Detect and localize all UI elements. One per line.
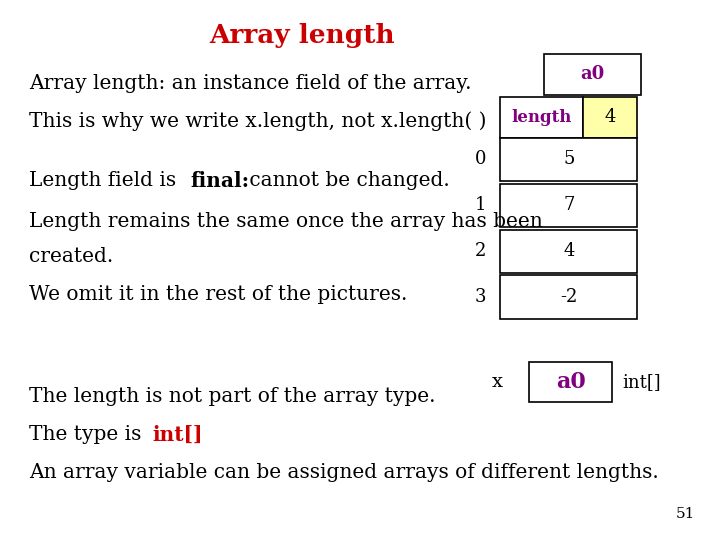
Text: int[]: int[]: [153, 424, 203, 445]
Text: Array length: Array length: [210, 23, 395, 48]
Text: int[]: int[]: [623, 373, 662, 391]
Text: 0: 0: [474, 150, 486, 168]
Bar: [500, 97, 583, 138]
Text: 51: 51: [675, 507, 695, 521]
Text: final:: final:: [191, 171, 250, 191]
Text: An array variable can be assigned arrays of different lengths.: An array variable can be assigned arrays…: [29, 463, 659, 482]
Text: The length is not part of the array type.: The length is not part of the array type…: [29, 387, 436, 407]
Bar: [500, 230, 637, 273]
Text: The type is: The type is: [29, 425, 148, 444]
Bar: [544, 54, 641, 94]
Text: length: length: [512, 109, 572, 126]
Text: 3: 3: [474, 288, 486, 306]
Text: 1: 1: [474, 196, 486, 214]
Text: a0: a0: [556, 371, 585, 393]
Text: Array length: an instance field of the array.: Array length: an instance field of the a…: [29, 74, 472, 93]
Text: We omit it in the rest of the pictures.: We omit it in the rest of the pictures.: [29, 285, 408, 304]
Bar: [500, 138, 637, 181]
Bar: [500, 184, 637, 227]
Bar: [500, 275, 637, 319]
Text: x: x: [491, 373, 503, 391]
Text: created.: created.: [29, 247, 113, 266]
Text: 4: 4: [605, 109, 616, 126]
Text: cannot be changed.: cannot be changed.: [243, 171, 450, 191]
Text: 2: 2: [474, 242, 486, 260]
Text: -2: -2: [560, 288, 577, 306]
Bar: [529, 362, 612, 402]
Text: Length field is: Length field is: [29, 171, 182, 191]
Text: Length remains the same once the array has been: Length remains the same once the array h…: [29, 212, 543, 231]
Text: a0: a0: [580, 65, 604, 83]
Text: 4: 4: [563, 242, 575, 260]
Bar: [583, 97, 637, 138]
Text: This is why we write x.length, not x.length( ): This is why we write x.length, not x.len…: [29, 112, 486, 131]
Text: 7: 7: [563, 196, 575, 214]
Text: 5: 5: [563, 150, 575, 168]
